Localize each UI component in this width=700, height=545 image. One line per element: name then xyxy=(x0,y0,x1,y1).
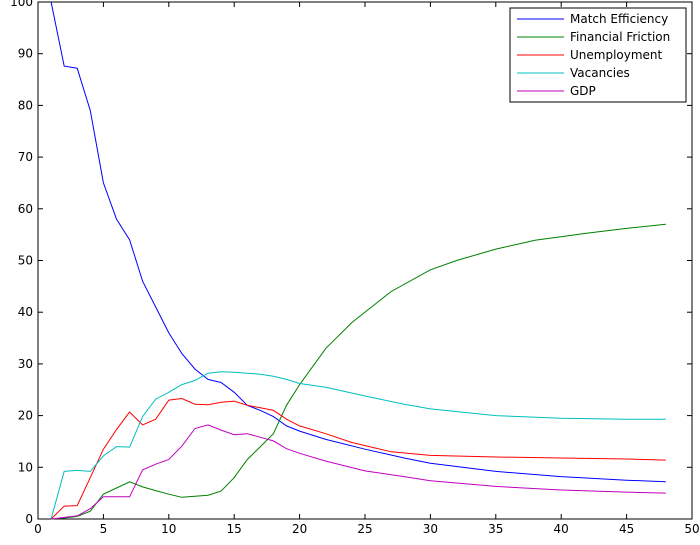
y-tick-label: 90 xyxy=(18,47,33,61)
legend: Match Efficiency Financial Friction Unempl… xyxy=(509,7,687,103)
y-tick-label: 50 xyxy=(18,254,33,268)
legend-label: Match Efficiency xyxy=(570,12,668,26)
x-tick-label: 5 xyxy=(100,522,108,536)
x-tick-label: 40 xyxy=(554,522,569,536)
y-tick-label: 40 xyxy=(18,305,33,319)
x-tick-label: 30 xyxy=(423,522,438,536)
y-tick-label: 70 xyxy=(18,150,33,164)
y-tick-label: 30 xyxy=(18,357,33,371)
x-tick-label: 10 xyxy=(161,522,176,536)
legend-label: GDP xyxy=(570,84,596,98)
y-tick-label: 20 xyxy=(18,409,33,423)
y-tick-label: 10 xyxy=(18,460,33,474)
x-tick-label: 50 xyxy=(684,522,699,536)
x-tick-label: 20 xyxy=(292,522,307,536)
x-tick-label: 0 xyxy=(34,522,42,536)
y-tick-label: 0 xyxy=(25,512,33,526)
x-tick-label: 25 xyxy=(357,522,372,536)
x-tick-label: 45 xyxy=(619,522,634,536)
series-line-match-efficiency xyxy=(50,1,666,483)
series-line-financial-friction xyxy=(51,223,666,520)
y-tick-label: 80 xyxy=(18,98,33,112)
legend-label: Unemployment xyxy=(570,48,663,62)
legend-label: Financial Friction xyxy=(570,30,670,44)
y-tick-label: 100 xyxy=(10,0,33,9)
series-line-vacancies xyxy=(50,371,666,520)
series-line-gdp xyxy=(51,424,666,520)
x-tick-label: 15 xyxy=(227,522,242,536)
y-tick-label: 60 xyxy=(18,202,33,216)
legend-label: Vacancies xyxy=(570,66,630,80)
series-line-unemployment xyxy=(50,397,666,520)
series-lines xyxy=(50,1,666,520)
x-tick-label: 35 xyxy=(488,522,503,536)
axis-ticks: 0 5 10 15 20 25 30 35 40 45 50 0 10 20 30 40 50 60 70 80 90 1… xyxy=(10,0,700,536)
